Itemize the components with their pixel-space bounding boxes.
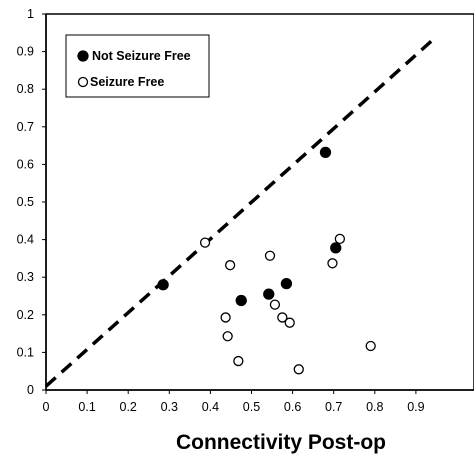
axis-ticks: 0 0.1 0.2 0.3 0.4 0.5 0.6 0.7 0.8 0.9 0 0.1 0.2 0.3 0.… [17,7,425,414]
x-tick-label: 0.2 [120,400,137,414]
point-not-seizure-free [157,279,169,291]
y-tick-label: 0.3 [17,270,34,284]
x-tick-label: 0.1 [78,400,95,414]
point-seizure-free [334,233,346,244]
point-not-seizure-free [330,242,342,254]
y-tick-label: 0.2 [17,308,34,322]
y-tick-label: 0.5 [17,195,34,209]
legend: Not Seizure Free Seizure Free [65,34,210,98]
y-tick-label: 0.7 [17,120,34,134]
legend-label-seizure-free: Seizure Free [90,75,164,89]
x-tick-label: 0.5 [243,400,260,414]
y-tick-label: 0.8 [17,82,34,96]
x-tick-label: 0.3 [161,400,178,414]
data-points [157,146,376,375]
x-tick-label: 0.9 [407,400,424,414]
y-tick-label: 1 [27,7,34,21]
x-tick-label: 0.8 [366,400,383,414]
point-seizure-free [293,364,304,375]
x-tick-label: 0.7 [325,400,342,414]
x-tick-label: 0 [43,400,50,414]
legend-box [65,34,210,98]
legend-marker-not-seizure-free [77,50,89,62]
point-seizure-free [284,317,295,328]
point-seizure-free [264,250,276,261]
identity-reference-line [44,35,438,388]
point-seizure-free [220,312,231,323]
y-tick-label: 0.4 [17,233,34,247]
point-seizure-free [365,340,376,352]
point-seizure-free [222,331,233,342]
point-not-seizure-free [319,146,332,159]
point-seizure-free [199,237,211,248]
point-not-seizure-free [235,294,247,307]
point-seizure-free [269,299,281,310]
point-not-seizure-free [263,288,275,300]
x-tick-label: 0.6 [284,400,301,414]
y-tick-label: 0.9 [17,45,34,59]
point-seizure-free [327,258,338,269]
point-seizure-free [277,312,288,323]
point-not-seizure-free [280,277,293,290]
legend-label-not-seizure-free: Not Seizure Free [92,49,191,63]
y-tick-label: 0 [27,383,34,397]
legend-marker-seizure-free [77,76,89,88]
y-tick-label: 0.1 [17,345,34,359]
x-tick-label: 0.4 [202,400,219,414]
x-axis-title: Connectivity Post-op [176,431,386,454]
point-seizure-free [233,355,244,367]
y-tick-label: 0.6 [17,157,34,171]
point-seizure-free [224,260,236,271]
